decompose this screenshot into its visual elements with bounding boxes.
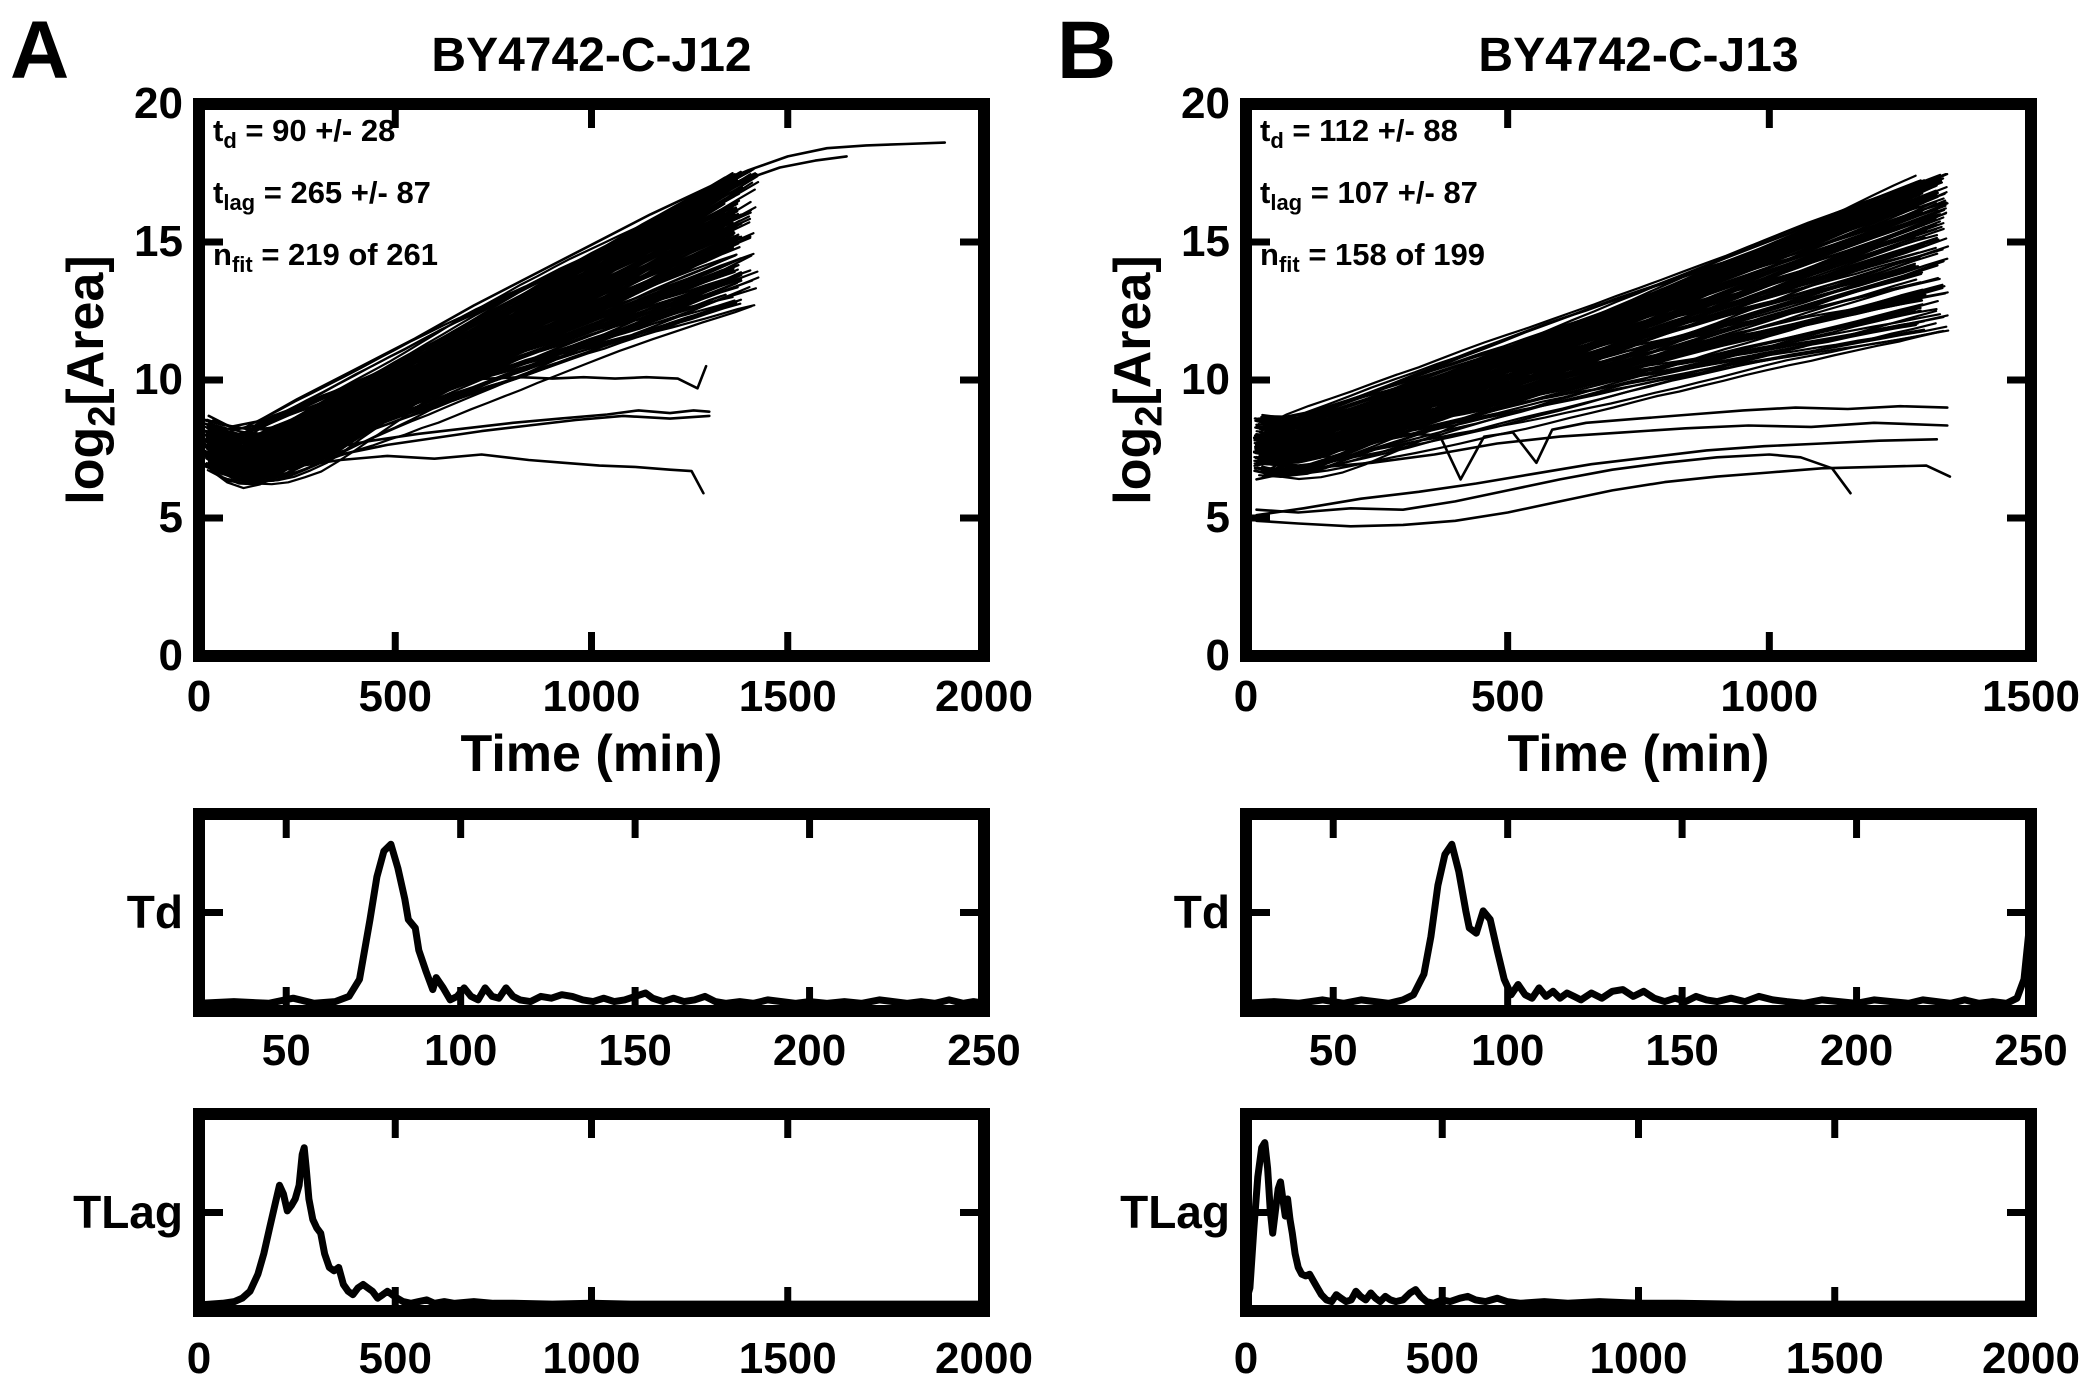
- tick-label: 2000: [1982, 1334, 2080, 1383]
- growth-curves-plot-a: [193, 98, 990, 662]
- tick-label: 1500: [1982, 672, 2080, 721]
- tick-label: 0: [1233, 672, 1259, 721]
- tick-label: 200: [772, 1026, 847, 1075]
- tick-label: 500: [358, 1334, 432, 1383]
- fit-annotations-b: td = 112 +/- 88 tlag = 107 +/- 87 nfit =…: [1260, 100, 1485, 286]
- tick-label: 15: [134, 217, 183, 266]
- tick-label: 150: [598, 1026, 672, 1075]
- tick-label: 1000: [542, 1334, 641, 1383]
- tick-label: 1500: [738, 672, 837, 721]
- tick-label: 0: [158, 631, 183, 680]
- annotation-tlag: tlag = 107 +/- 87: [1260, 175, 1478, 216]
- tick-label: 1500: [1785, 1334, 1884, 1383]
- time-axis-ticks-a: 0 500 1000 1500 2000: [187, 672, 1033, 724]
- td-row-label-b: Td: [1173, 886, 1230, 938]
- tick-label: 500: [1405, 1334, 1479, 1383]
- panel-letter-b: B: [1057, 5, 1117, 96]
- tick-label: 2000: [935, 1334, 1033, 1383]
- tick-label: 200: [1819, 1026, 1894, 1075]
- plot-title-a: BY4742-C-J12: [431, 29, 752, 82]
- panel-a: A BY4742-C-J12 log2[Area] td = 90 +/- 28…: [10, 5, 1033, 1386]
- annotation-td: td = 112 +/- 88: [1260, 113, 1458, 154]
- tick-label: 50: [1308, 1026, 1358, 1075]
- tick-label: 5: [1205, 493, 1230, 542]
- tick-label: 20: [1181, 79, 1230, 128]
- tick-label: 500: [1470, 672, 1545, 721]
- x-axis-label-a: Time (min): [460, 725, 723, 783]
- tick-label: 2000: [935, 672, 1033, 721]
- x-axis-label-b: Time (min): [1507, 725, 1770, 783]
- tick-label: 500: [358, 672, 432, 721]
- tick-label: 20: [134, 79, 183, 128]
- tick-label: 0: [1205, 631, 1230, 680]
- td-axis-ticks-b: 50 100 150 200 250: [1240, 1026, 2068, 1078]
- tick-label: 10: [1181, 355, 1230, 404]
- tick-label: 0: [186, 1334, 212, 1383]
- annotation-nfit: nfit = 158 of 199: [1260, 237, 1485, 278]
- tlag-distribution-plot-b: [1240, 1108, 2037, 1317]
- plot-title-b: BY4742-C-J13: [1478, 29, 1799, 82]
- annotation-nfit: nfit = 219 of 261: [213, 237, 438, 278]
- tlag-row-label-a: TLag: [73, 1186, 183, 1238]
- tick-label: 150: [1645, 1026, 1719, 1075]
- tick-label: 1000: [1589, 1334, 1688, 1383]
- tick-label: 1500: [738, 1334, 837, 1383]
- tick-label: 50: [261, 1026, 311, 1075]
- tick-label: 1000: [542, 672, 641, 721]
- tick-label: 100: [423, 1026, 498, 1075]
- annotation-tlag: tlag = 265 +/- 87: [213, 175, 431, 216]
- td-row-label-a: Td: [126, 886, 183, 938]
- td-distribution-plot-b: [1240, 808, 2037, 1017]
- tick-label: 0: [186, 672, 212, 721]
- tlag-axis-ticks-a: 0 500 1000 1500 2000: [187, 1334, 1033, 1386]
- tick-label: 100: [1470, 1026, 1545, 1075]
- td-distribution-plot-a: [193, 808, 990, 1017]
- tlag-row-label-b: TLag: [1120, 1186, 1230, 1238]
- tick-label: 0: [1233, 1334, 1259, 1383]
- tick-label: 10: [134, 355, 183, 404]
- fit-annotations-a: td = 90 +/- 28 tlag = 265 +/- 87 nfit = …: [213, 100, 438, 286]
- tick-label: 1000: [1720, 672, 1819, 721]
- tlag-axis-ticks-b: 0 500 1000 1500 2000: [1234, 1334, 2080, 1386]
- tick-label: 250: [947, 1026, 1021, 1075]
- tick-label: 5: [158, 493, 183, 542]
- tick-label: 15: [1181, 217, 1230, 266]
- panel-letter-a: A: [10, 5, 70, 96]
- y-axis-ticks-a: 0 5 10 15 20: [43, 79, 183, 680]
- time-axis-ticks-b: 0 500 1000 1500: [1234, 672, 2080, 724]
- annotation-td: td = 90 +/- 28: [213, 113, 396, 154]
- y-axis-ticks-b: 0 5 10 15 20: [1090, 79, 1230, 680]
- tlag-distribution-plot-a: [193, 1108, 990, 1317]
- tick-label: 250: [1994, 1026, 2068, 1075]
- panel-b: B BY4742-C-J13 log2[Area] td = 112 +/- 8…: [1047, 0, 2100, 1388]
- growth-curves-plot-b: [1240, 98, 2037, 662]
- td-axis-ticks-a: 50 100 150 200 250: [193, 1026, 1021, 1078]
